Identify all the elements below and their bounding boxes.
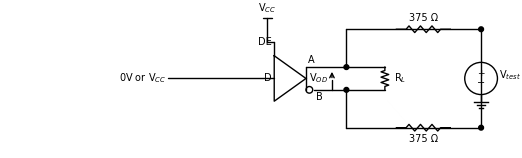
Text: V$_{OD}$: V$_{OD}$	[309, 72, 328, 85]
Text: R$_L$: R$_L$	[394, 72, 406, 85]
Circle shape	[479, 27, 483, 32]
Circle shape	[479, 125, 483, 130]
Text: DE: DE	[257, 37, 271, 48]
Text: +: +	[477, 69, 485, 78]
Text: 375 Ω: 375 Ω	[409, 13, 438, 23]
Text: V$_{test}$: V$_{test}$	[500, 68, 521, 82]
Text: 0V or V$_{CC}$: 0V or V$_{CC}$	[119, 72, 167, 85]
Circle shape	[344, 65, 349, 70]
Text: −: −	[477, 78, 485, 88]
Text: B: B	[316, 92, 323, 102]
Text: V$_{CC}$: V$_{CC}$	[258, 1, 277, 15]
Text: D: D	[264, 73, 271, 83]
Text: 375 Ω: 375 Ω	[409, 134, 438, 144]
Circle shape	[344, 88, 349, 92]
Text: A: A	[308, 55, 315, 65]
